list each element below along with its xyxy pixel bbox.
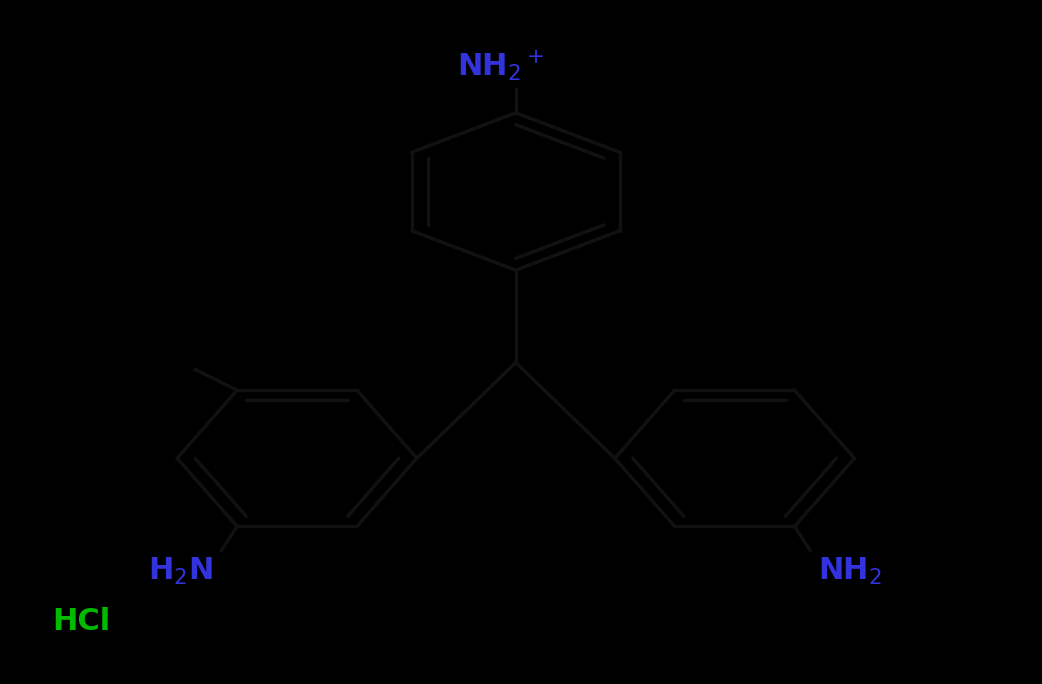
Text: NH$_2$$^+$: NH$_2$$^+$ — [456, 49, 544, 83]
Text: HCl: HCl — [52, 607, 110, 636]
Text: H$_2$N: H$_2$N — [148, 556, 213, 587]
Text: NH$_2$: NH$_2$ — [819, 556, 883, 587]
